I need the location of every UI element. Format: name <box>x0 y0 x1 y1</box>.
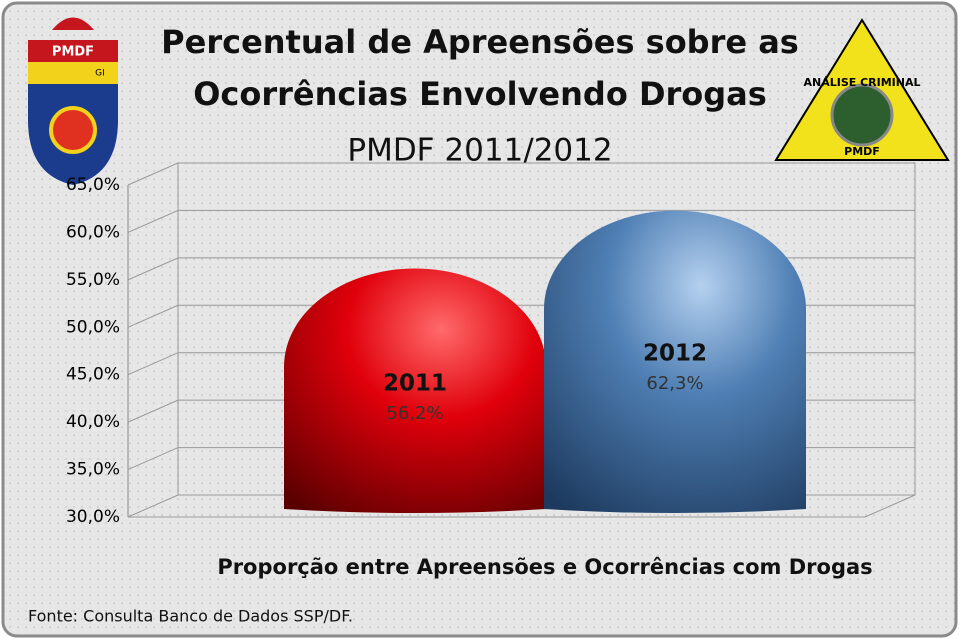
source: Fonte: Consulta Banco de Dados SSP/DF. <box>28 607 353 626</box>
y-tick-label: 40,0% <box>66 412 120 432</box>
y-tick-label: 60,0% <box>66 222 120 242</box>
y-tick-label: 55,0% <box>66 270 120 290</box>
y-tick-label: 35,0% <box>66 460 120 480</box>
bar <box>284 268 546 513</box>
logo-left: PMDF GI <box>28 17 118 185</box>
logo-text: ANÁLISE CRIMINAL <box>803 76 920 89</box>
logo-text: PMDF <box>844 145 880 158</box>
y-tick-label: 30,0% <box>66 507 120 527</box>
title-line: Ocorrências Envolvendo Drogas <box>193 75 767 113</box>
x-axis-label: Proporção entre Apreensões e Ocorrências… <box>217 555 872 579</box>
grid-line <box>127 162 915 186</box>
data-label: 62,3% <box>646 373 703 394</box>
logo-text: GI <box>95 69 105 79</box>
category-label: 2011 <box>383 370 447 396</box>
bar <box>544 210 806 513</box>
grid-line <box>127 209 915 233</box>
category-label: 2012 <box>643 340 707 366</box>
title-line: Percentual de Apreensões sobre as <box>161 23 799 61</box>
floor <box>128 494 916 518</box>
logo-text: PMDF <box>52 45 94 60</box>
y-tick-label: 65,0% <box>66 175 120 195</box>
y-tick-label: 45,0% <box>66 365 120 385</box>
y-tick-label: 50,0% <box>66 317 120 337</box>
chart-title: Percentual de Apreensões sobre as Ocorrên… <box>161 23 799 113</box>
data-label: 56,2% <box>386 403 443 424</box>
logo-right: ANÁLISE CRIMINAL PMDF <box>774 18 950 161</box>
